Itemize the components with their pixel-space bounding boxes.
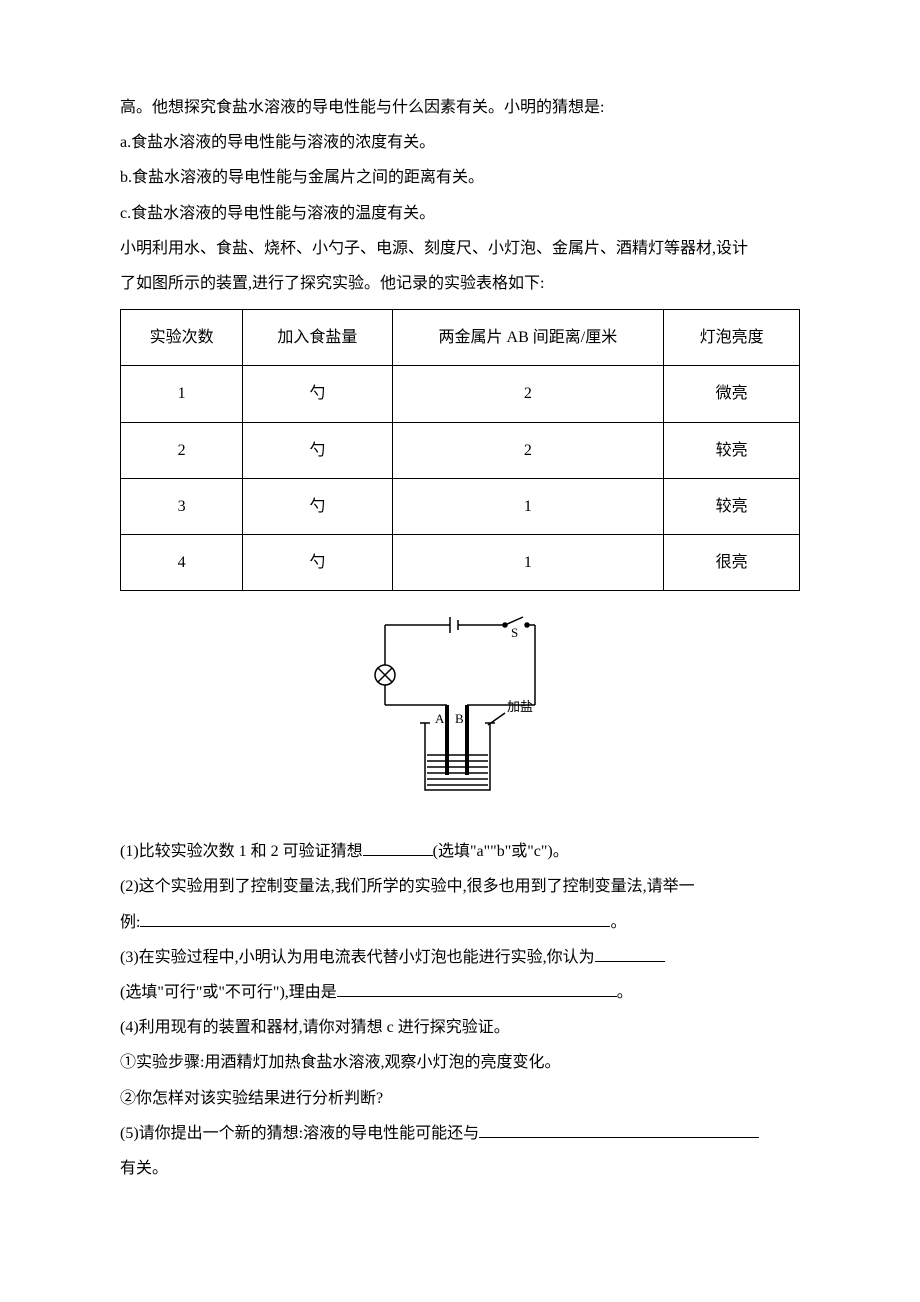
table-row: 3勺1较亮 [121,478,800,534]
q3-blank-1[interactable] [595,945,665,962]
table-cell: 勺 [243,422,392,478]
table-cell: 勺 [243,534,392,590]
question-5-line1: (5)请你提出一个新的猜想:溶液的导电性能可能还与 [120,1116,800,1151]
table-cell: 勺 [243,366,392,422]
electrode-a-label: A [435,711,445,726]
table-cell: 勺 [243,478,392,534]
switch-label: S [511,625,518,640]
q2-blank[interactable] [140,910,610,927]
question-4: (4)利用现有的装置和器材,请你对猜想 c 进行探究验证。 [120,1010,800,1045]
q5-blank[interactable] [479,1121,759,1138]
q5-text-a: (5)请你提出一个新的猜想:溶液的导电性能可能还与 [120,1125,479,1142]
hypothesis-b: b.食盐水溶液的导电性能与金属片之间的距离有关。 [120,160,800,195]
table-cell: 较亮 [664,422,800,478]
table-cell: 微亮 [664,366,800,422]
table-header-cell: 两金属片 AB 间距离/厘米 [392,310,664,366]
q3-text-b: (选填"可行"或"不可行"),理由是 [120,984,337,1001]
question-4-step1: ①实验步骤:用酒精灯加热食盐水溶液,观察小灯泡的亮度变化。 [120,1045,800,1080]
q1-text-a: (1)比较实验次数 1 和 2 可验证猜想 [120,843,363,860]
setup-line-2: 了如图所示的装置,进行了探究实验。他记录的实验表格如下: [120,266,800,301]
table-cell: 3 [121,478,243,534]
question-2-line2: 例: 。 [120,905,800,940]
q3-suffix: 。 [617,984,633,1001]
q2-suffix: 。 [610,914,626,931]
circuit-diagram: S A B 加盐 [120,605,800,828]
table-cell: 很亮 [664,534,800,590]
page: 高。他想探究食盐水溶液的导电性能与什么因素有关。小明的猜想是: a.食盐水溶液的… [0,0,920,1246]
table-cell: 2 [392,422,664,478]
q3-blank-2[interactable] [337,980,617,997]
circuit-svg: S A B 加盐 [355,605,565,815]
table-row: 4勺1很亮 [121,534,800,590]
setup-line-1: 小明利用水、食盐、烧杯、小勺子、电源、刻度尺、小灯泡、金属片、酒精灯等器材,设计 [120,231,800,266]
table-cell: 1 [121,366,243,422]
add-salt-label: 加盐 [507,699,533,714]
table-cell: 1 [392,478,664,534]
table-cell: 1 [392,534,664,590]
table-header-cell: 加入食盐量 [243,310,392,366]
table-cell: 4 [121,534,243,590]
question-4-step2: ②你怎样对该实验结果进行分析判断? [120,1081,800,1116]
q1-text-b: (选填"a""b"或"c")。 [433,843,569,860]
intro-line-1: 高。他想探究食盐水溶液的导电性能与什么因素有关。小明的猜想是: [120,90,800,125]
question-3-line1: (3)在实验过程中,小明认为用电流表代替小灯泡也能进行实验,你认为 [120,940,800,975]
question-5-line2: 有关。 [120,1151,800,1186]
table-row: 1勺2微亮 [121,366,800,422]
question-3-line2: (选填"可行"或"不可行"),理由是 。 [120,975,800,1010]
table-row: 2勺2较亮 [121,422,800,478]
q3-text-a: (3)在实验过程中,小明认为用电流表代替小灯泡也能进行实验,你认为 [120,949,595,966]
experiment-table: 实验次数 加入食盐量 两金属片 AB 间距离/厘米 灯泡亮度 1勺2微亮2勺2较… [120,309,800,591]
table-cell: 2 [121,422,243,478]
table-cell: 2 [392,366,664,422]
table-header-cell: 灯泡亮度 [664,310,800,366]
q2-prefix: 例: [120,914,140,931]
hypothesis-a: a.食盐水溶液的导电性能与溶液的浓度有关。 [120,125,800,160]
hypothesis-c: c.食盐水溶液的导电性能与溶液的温度有关。 [120,196,800,231]
table-body: 1勺2微亮2勺2较亮3勺1较亮4勺1很亮 [121,366,800,591]
electrode-b-label: B [455,711,464,726]
question-1: (1)比较实验次数 1 和 2 可验证猜想 (选填"a""b"或"c")。 [120,834,800,869]
q1-blank[interactable] [363,839,433,856]
table-cell: 较亮 [664,478,800,534]
table-header-row: 实验次数 加入食盐量 两金属片 AB 间距离/厘米 灯泡亮度 [121,310,800,366]
table-header-cell: 实验次数 [121,310,243,366]
question-2-line1: (2)这个实验用到了控制变量法,我们所学的实验中,很多也用到了控制变量法,请举一 [120,869,800,904]
